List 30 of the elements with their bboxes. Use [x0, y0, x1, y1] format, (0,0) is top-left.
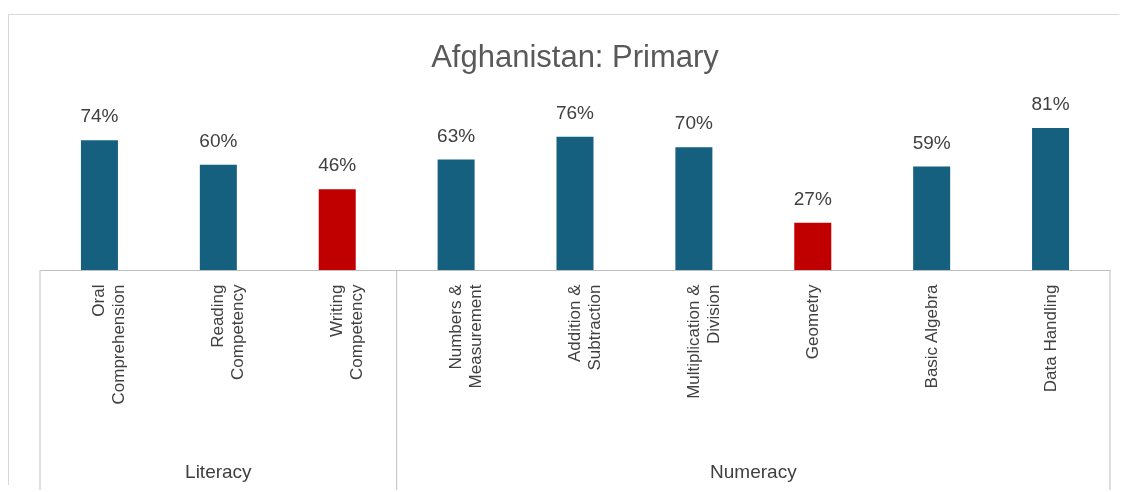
x-tick-label: Multiplication & Division	[683, 283, 723, 399]
data-label: 63%	[437, 124, 476, 146]
x-tick-label: Writing Competency	[327, 284, 367, 380]
bar	[675, 147, 713, 270]
data-label: 27%	[793, 187, 832, 209]
x-tick-label: Addition & Subtraction	[565, 283, 604, 371]
x-tick-label: Data Handling	[1040, 284, 1060, 393]
data-label: 74%	[80, 105, 119, 127]
bar	[437, 159, 475, 270]
bar	[913, 166, 951, 270]
x-tick-label: Geometry	[802, 284, 822, 360]
text: Numeracy	[710, 461, 798, 482]
data-label: 60%	[199, 129, 238, 151]
bar	[1032, 128, 1070, 270]
bar	[199, 164, 237, 270]
data-label: 81%	[1031, 93, 1070, 114]
data-label: 76%	[555, 101, 595, 123]
bar	[794, 222, 832, 270]
bar	[556, 136, 594, 270]
x-tick-label: Oral Comprehension	[89, 284, 129, 405]
x-tick-label: Reading Competency	[208, 284, 248, 380]
text: Literacy	[185, 461, 253, 482]
data-label: 46%	[318, 154, 357, 176]
bar	[318, 189, 356, 270]
x-tick-label: Numbers & Measurement	[446, 283, 486, 389]
bar	[80, 140, 118, 270]
x-tick-label: Basic Algebra	[921, 283, 941, 389]
data-label: 59%	[912, 131, 951, 153]
data-label: 70%	[674, 112, 714, 134]
chart-title: Afghanistan: Primary	[431, 39, 720, 74]
